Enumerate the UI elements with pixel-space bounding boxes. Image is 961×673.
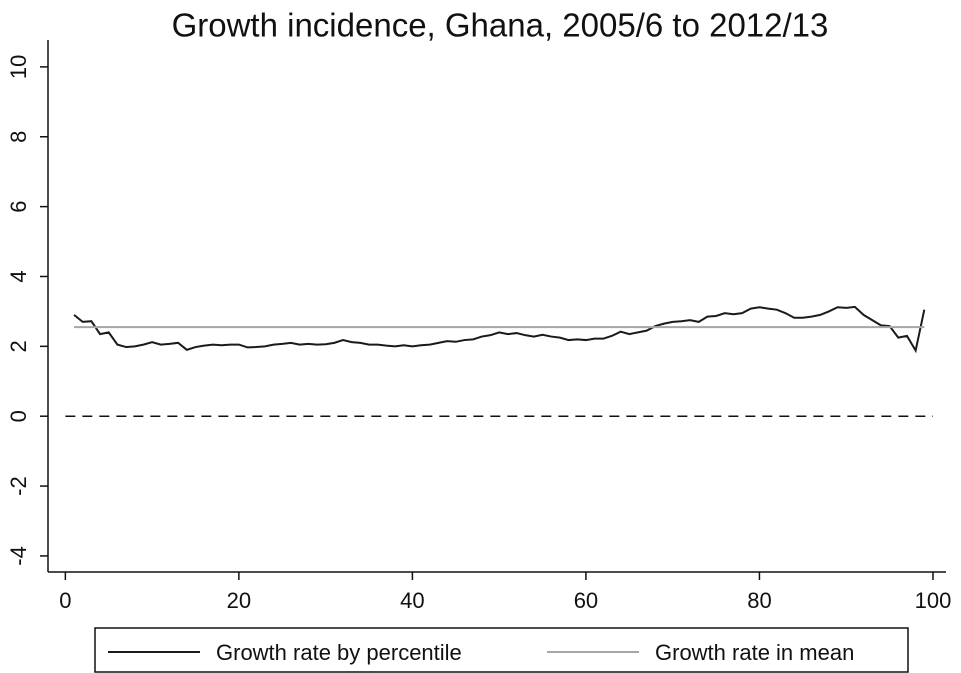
legend-box <box>94 627 909 673</box>
y-tick-label: 4 <box>6 270 31 282</box>
series-line <box>73 305 926 354</box>
chart-title: Growth incidence, Ghana, 2005/6 to 2012/… <box>172 7 829 44</box>
x-tick-label: 40 <box>400 588 424 613</box>
x-tick-label: 80 <box>747 588 771 613</box>
y-tick-label: 2 <box>6 340 31 352</box>
x-tick-label: 60 <box>574 588 598 613</box>
x-tick-label: 0 <box>59 588 71 613</box>
y-tick-label: -2 <box>6 476 31 496</box>
y-tick-label: 8 <box>6 131 31 143</box>
x-tick-label: 100 <box>915 588 952 613</box>
legend-label: Growth rate by percentile <box>216 640 462 665</box>
x-tick-label: 20 <box>227 588 251 613</box>
y-tick-label: 10 <box>6 55 31 79</box>
y-tick-label: 6 <box>6 200 31 212</box>
y-tick-label: -4 <box>6 546 31 566</box>
legend-label: Growth rate in mean <box>655 640 854 665</box>
y-tick-label: 0 <box>6 410 31 422</box>
